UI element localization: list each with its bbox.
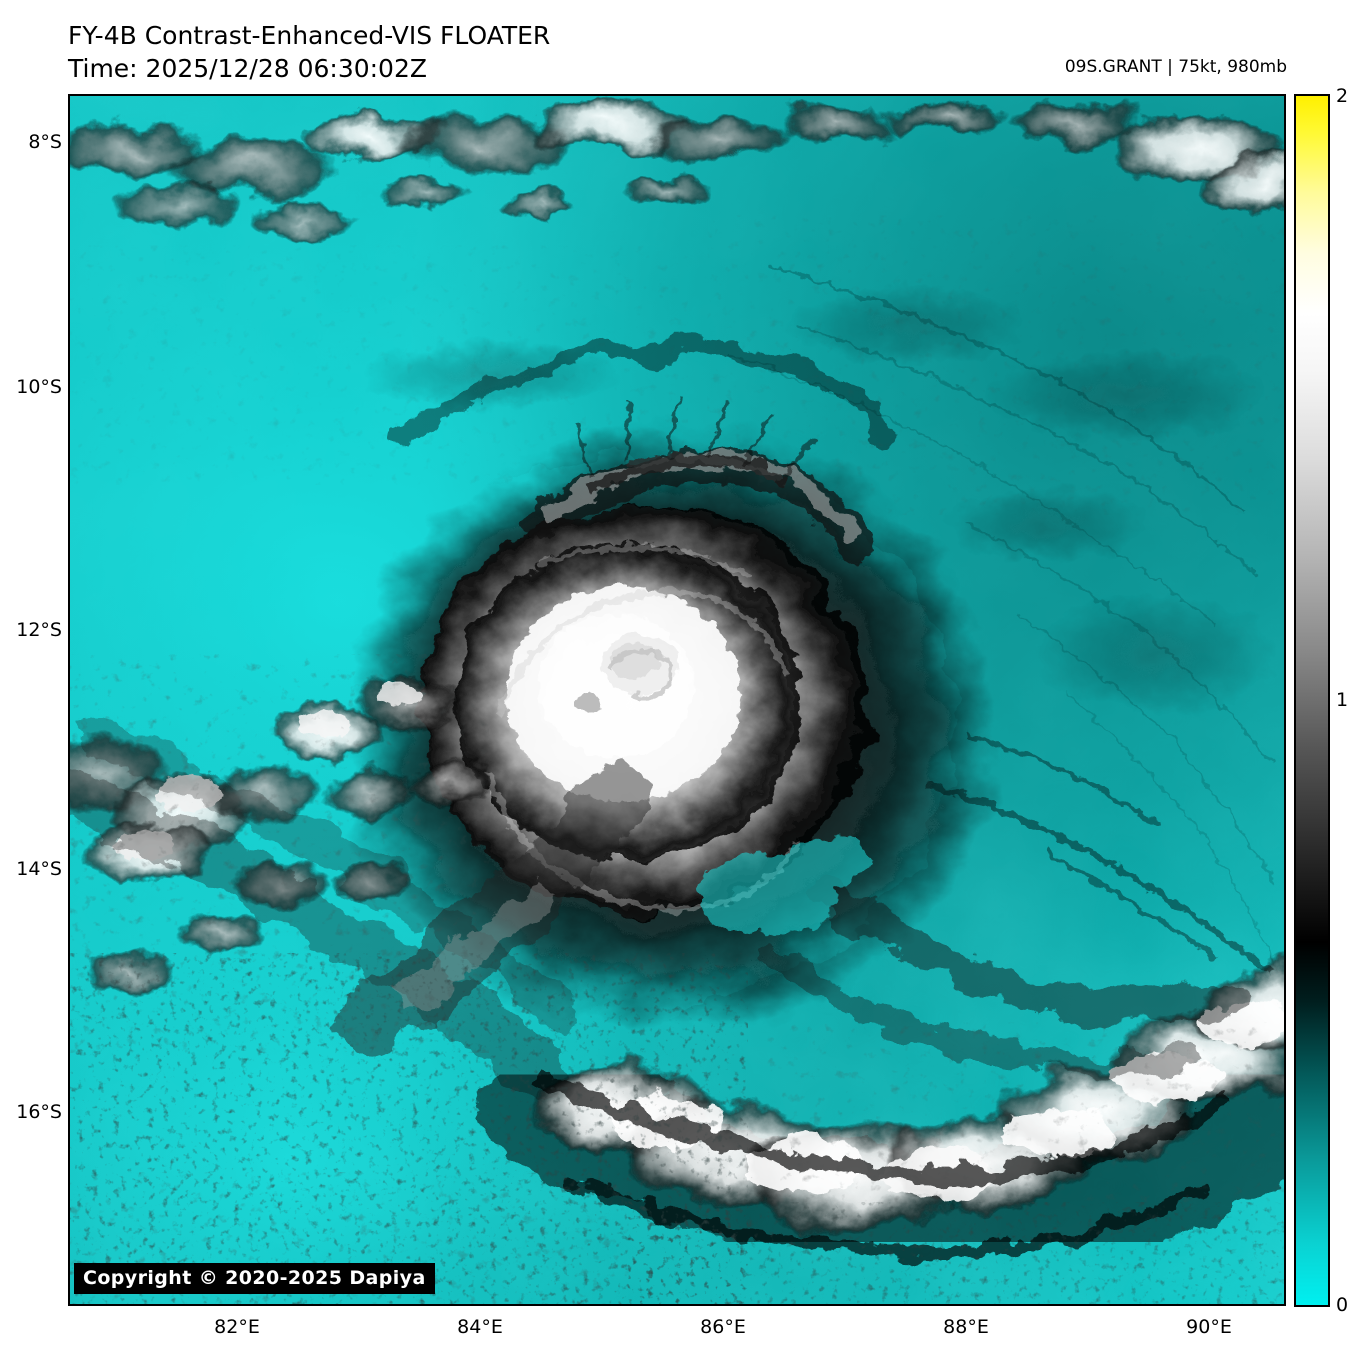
copyright-banner: Copyright © 2020-2025 Dapiya bbox=[74, 1263, 435, 1294]
latitude-axis: 8°S 10°S 12°S 14°S 16°S bbox=[0, 94, 62, 1306]
y-tick-label: 12°S bbox=[16, 619, 62, 641]
colorbar-tick-label: 2 bbox=[1336, 85, 1349, 107]
y-tick-label: 16°S bbox=[16, 1101, 62, 1123]
title-block: FY-4B Contrast-Enhanced-VIS FLOATER Time… bbox=[68, 20, 550, 85]
y-tick-label: 14°S bbox=[16, 858, 62, 880]
timestamp-label: Time: 2025/12/28 06:30:02Z bbox=[68, 53, 427, 83]
colorbar-tick-label: 0 bbox=[1336, 1294, 1349, 1316]
x-tick-label: 90°E bbox=[1186, 1316, 1232, 1338]
x-tick-label: 82°E bbox=[214, 1316, 260, 1338]
y-tick-label: 8°S bbox=[28, 131, 62, 153]
colorbar[interactable]: 2 1 0 bbox=[1294, 85, 1348, 1316]
page-title: FY-4B Contrast-Enhanced-VIS FLOATER bbox=[68, 21, 551, 50]
x-tick-label: 86°E bbox=[700, 1316, 746, 1338]
colorbar-tick-label: 1 bbox=[1336, 689, 1349, 711]
y-tick-label: 10°S bbox=[16, 376, 62, 398]
satellite-image-plot[interactable]: Copyright © 2020-2025 Dapiya bbox=[68, 94, 1286, 1306]
colorbar-gradient bbox=[1294, 94, 1330, 1307]
longitude-axis: 82°E 84°E 86°E 88°E 90°E bbox=[0, 1316, 1362, 1346]
x-tick-label: 88°E bbox=[943, 1316, 989, 1338]
x-tick-label: 84°E bbox=[457, 1316, 503, 1338]
storm-intensity-label: 09S.GRANT | 75kt, 980mb bbox=[1064, 57, 1287, 77]
satellite-imagery-canvas bbox=[70, 96, 1284, 1304]
